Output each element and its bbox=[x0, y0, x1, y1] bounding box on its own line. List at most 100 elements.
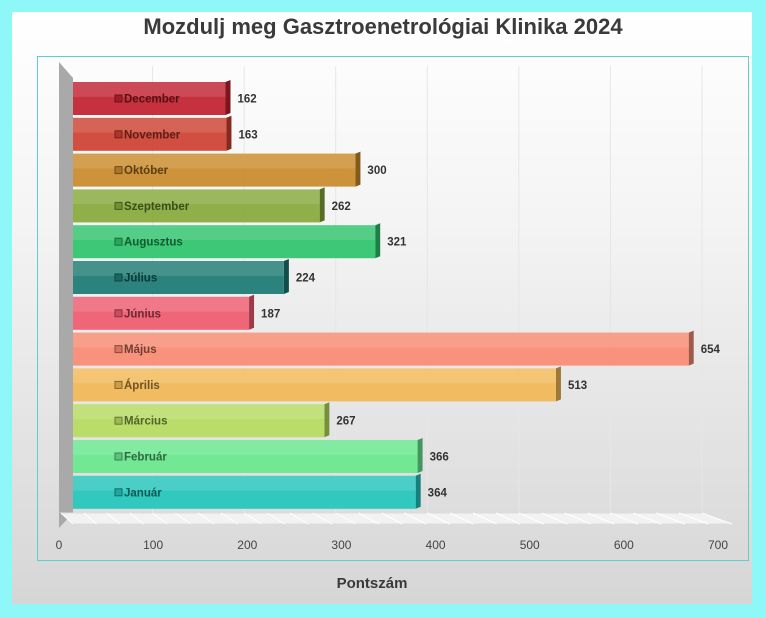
x-tick-label: 100 bbox=[143, 538, 163, 552]
grid-line bbox=[587, 512, 615, 525]
category-label: Január bbox=[124, 487, 162, 499]
category-label: Október bbox=[124, 165, 169, 177]
grid-line bbox=[656, 512, 686, 525]
bar: Szeptember 262 bbox=[73, 187, 351, 223]
bar-side bbox=[555, 366, 561, 402]
grid-line bbox=[518, 512, 544, 525]
bar-highlight bbox=[73, 475, 416, 491]
bar-side bbox=[319, 187, 325, 223]
legend-swatch bbox=[114, 380, 123, 389]
category-label: Április bbox=[124, 379, 160, 392]
chart-title: Mozdulj meg Gasztroenetrológiai Klinika … bbox=[143, 14, 623, 39]
grid-line bbox=[152, 512, 168, 525]
bar-side bbox=[355, 151, 361, 187]
side-wall bbox=[59, 62, 73, 528]
bar-front bbox=[73, 440, 418, 473]
bar-side bbox=[226, 115, 232, 151]
bar-highlight bbox=[73, 82, 226, 97]
bar-highlight bbox=[73, 153, 356, 169]
bar: Január 364 bbox=[73, 473, 448, 509]
bar-highlight bbox=[73, 225, 376, 241]
bar-front bbox=[73, 82, 226, 115]
grid-line bbox=[106, 512, 121, 525]
bar: Április 513 bbox=[73, 366, 587, 402]
bar: Június 187 bbox=[73, 294, 280, 330]
x-tick-label: 500 bbox=[520, 538, 540, 552]
grid-line bbox=[427, 512, 450, 525]
value-label: 366 bbox=[430, 452, 449, 464]
legend-swatch bbox=[114, 345, 123, 354]
value-label: 262 bbox=[332, 201, 351, 213]
x-tick-label: 200 bbox=[237, 538, 257, 552]
bar-highlight bbox=[73, 296, 250, 312]
grid-line bbox=[358, 512, 380, 525]
bar-front bbox=[73, 296, 250, 330]
legend-swatch bbox=[114, 488, 123, 497]
category-label: Augusztus bbox=[124, 237, 183, 249]
grid-line bbox=[60, 512, 74, 525]
chart-floor bbox=[59, 512, 733, 525]
bar-side bbox=[225, 80, 231, 115]
grid-line bbox=[83, 512, 97, 525]
bar-side bbox=[688, 330, 694, 366]
x-tick-label: 0 bbox=[56, 538, 63, 552]
legend-swatch bbox=[114, 237, 123, 246]
category-label: Május bbox=[124, 344, 157, 356]
x-axis-title: Pontszám bbox=[336, 575, 408, 592]
bar-side bbox=[283, 259, 289, 294]
grid-line bbox=[472, 512, 497, 525]
legend-swatch bbox=[114, 130, 123, 139]
bar: December 162 bbox=[73, 80, 257, 115]
value-label: 162 bbox=[238, 94, 257, 106]
grid-line bbox=[449, 512, 474, 525]
bar-front bbox=[73, 475, 416, 509]
grid-line bbox=[175, 512, 191, 525]
legend-swatch bbox=[114, 309, 123, 318]
value-label: 654 bbox=[701, 344, 721, 356]
legend-swatch bbox=[114, 201, 123, 210]
grid-line bbox=[129, 512, 144, 525]
value-label: 163 bbox=[238, 129, 257, 141]
bar-side bbox=[324, 402, 330, 438]
bar-front bbox=[73, 261, 284, 294]
grid-line bbox=[220, 512, 239, 525]
bar-side bbox=[415, 473, 421, 509]
legend-swatch bbox=[114, 94, 123, 103]
value-label: 364 bbox=[428, 487, 448, 499]
bar: Augusztus 321 bbox=[73, 223, 407, 259]
legend-swatch bbox=[114, 273, 123, 282]
bar: November 163 bbox=[73, 115, 258, 151]
grid-line bbox=[541, 512, 568, 525]
bar: Július 224 bbox=[73, 259, 316, 294]
value-label: 267 bbox=[336, 416, 355, 428]
bar-front bbox=[73, 368, 556, 402]
grid-line bbox=[266, 512, 286, 525]
bar-highlight bbox=[73, 117, 227, 133]
category-label: December bbox=[124, 94, 180, 106]
bar-highlight bbox=[73, 332, 689, 348]
bar-highlight bbox=[73, 404, 325, 420]
bar-front bbox=[73, 332, 689, 366]
value-label: 187 bbox=[261, 308, 280, 320]
grid-line bbox=[335, 512, 356, 525]
category-label: Február bbox=[124, 452, 167, 464]
category-label: Június bbox=[124, 308, 161, 320]
grid-line bbox=[633, 512, 662, 525]
grid-line bbox=[678, 512, 709, 525]
bar-side bbox=[417, 438, 423, 473]
bar-highlight bbox=[73, 368, 556, 384]
grid-line bbox=[701, 512, 733, 525]
grid-line bbox=[312, 512, 333, 525]
value-label: 300 bbox=[367, 165, 386, 177]
grid-line bbox=[381, 512, 403, 525]
value-label: 321 bbox=[387, 237, 407, 249]
grid-line bbox=[495, 512, 521, 525]
bar: Október 300 bbox=[73, 151, 387, 187]
value-label: 224 bbox=[296, 273, 316, 285]
x-tick-label: 400 bbox=[426, 538, 446, 552]
bar: Február 366 bbox=[73, 438, 449, 473]
bar-front bbox=[73, 117, 227, 151]
category-label: Július bbox=[124, 273, 157, 285]
bar-side bbox=[249, 294, 255, 330]
